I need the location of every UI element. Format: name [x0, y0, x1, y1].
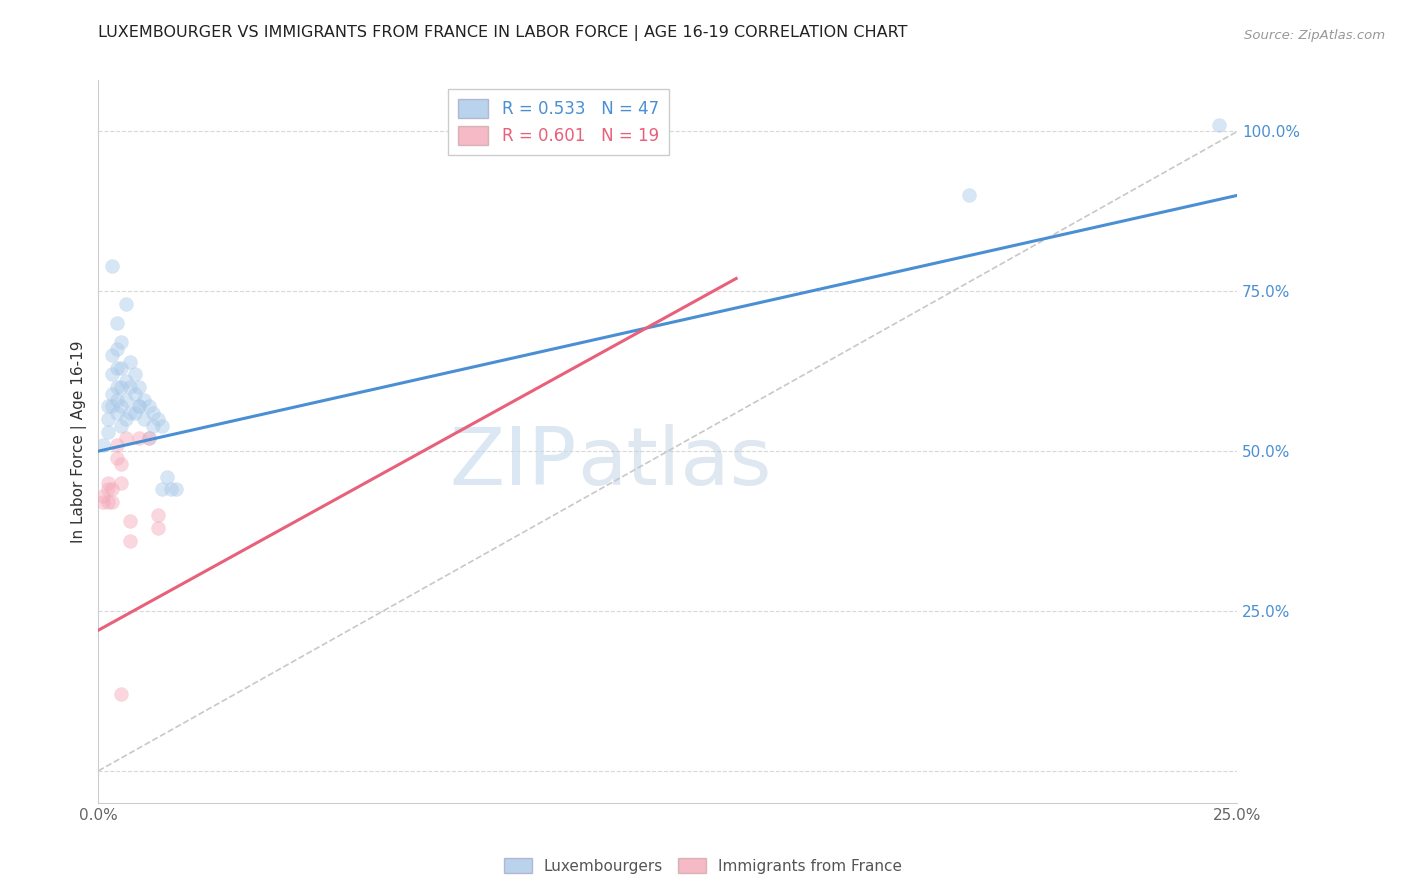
Point	[110, 418, 132, 433]
Point	[128, 380, 150, 394]
Point	[120, 515, 142, 529]
Point	[110, 457, 132, 471]
Point	[146, 412, 169, 426]
Point	[101, 348, 124, 362]
Legend: R = 0.533   N = 47, R = 0.601   N = 19: R = 0.533 N = 47, R = 0.601 N = 19	[449, 88, 669, 155]
Point	[101, 483, 124, 497]
Point	[124, 386, 146, 401]
Point	[128, 431, 150, 445]
Point	[105, 438, 128, 452]
Point	[96, 495, 118, 509]
Point	[124, 406, 146, 420]
Text: ZIP: ZIP	[450, 425, 576, 502]
Text: atlas: atlas	[576, 425, 770, 502]
Point	[96, 483, 118, 497]
Point	[105, 392, 128, 407]
Point	[101, 368, 124, 382]
Point	[138, 431, 160, 445]
Point	[146, 508, 169, 522]
Point	[146, 521, 169, 535]
Point	[120, 354, 142, 368]
Point	[114, 392, 136, 407]
Point	[96, 412, 118, 426]
Point	[120, 533, 142, 548]
Point	[142, 406, 165, 420]
Point	[114, 412, 136, 426]
Point	[138, 431, 160, 445]
Point	[110, 361, 132, 376]
Point	[105, 342, 128, 356]
Point	[91, 495, 114, 509]
Point	[150, 483, 173, 497]
Point	[101, 386, 124, 401]
Point	[91, 489, 114, 503]
Point	[110, 687, 132, 701]
Point	[110, 476, 132, 491]
Point	[957, 188, 980, 202]
Point	[1208, 118, 1230, 132]
Y-axis label: In Labor Force | Age 16-19: In Labor Force | Age 16-19	[72, 340, 87, 543]
Point	[110, 400, 132, 414]
Point	[165, 483, 187, 497]
Point	[114, 374, 136, 388]
Point	[142, 418, 165, 433]
Point	[105, 450, 128, 465]
Point	[156, 469, 179, 483]
Point	[128, 400, 150, 414]
Point	[110, 335, 132, 350]
Point	[91, 438, 114, 452]
Point	[150, 418, 173, 433]
Point	[105, 316, 128, 330]
Point	[128, 400, 150, 414]
Point	[138, 400, 160, 414]
Point	[132, 392, 155, 407]
Point	[110, 380, 132, 394]
Point	[105, 361, 128, 376]
Point	[101, 495, 124, 509]
Point	[101, 400, 124, 414]
Point	[124, 368, 146, 382]
Point	[120, 406, 142, 420]
Point	[105, 406, 128, 420]
Point	[114, 431, 136, 445]
Point	[96, 425, 118, 439]
Point	[114, 297, 136, 311]
Point	[160, 483, 183, 497]
Point	[105, 380, 128, 394]
Point	[120, 380, 142, 394]
Point	[96, 476, 118, 491]
Point	[96, 400, 118, 414]
Legend: Luxembourgers, Immigrants from France: Luxembourgers, Immigrants from France	[498, 852, 908, 880]
Text: LUXEMBOURGER VS IMMIGRANTS FROM FRANCE IN LABOR FORCE | AGE 16-19 CORRELATION CH: LUXEMBOURGER VS IMMIGRANTS FROM FRANCE I…	[98, 25, 908, 40]
Text: Source: ZipAtlas.com: Source: ZipAtlas.com	[1244, 29, 1385, 42]
Point	[101, 259, 124, 273]
Point	[132, 412, 155, 426]
